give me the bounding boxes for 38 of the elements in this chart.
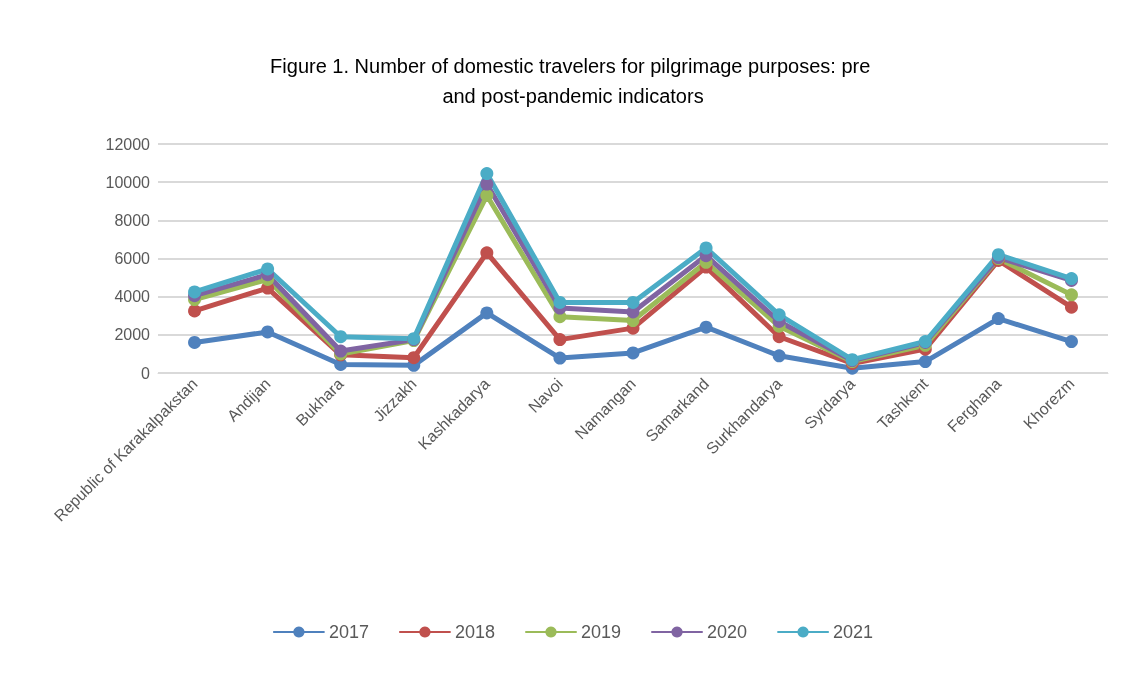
point <box>553 333 567 347</box>
point <box>407 351 421 365</box>
y-tick-label: 4000 <box>114 288 151 306</box>
point <box>1064 300 1078 314</box>
point <box>480 189 494 203</box>
y-tick-label: 2000 <box>114 326 151 344</box>
point <box>188 335 202 349</box>
y-tick-label: 0 <box>141 364 151 382</box>
point <box>626 295 640 309</box>
point <box>480 246 494 260</box>
point <box>918 355 932 369</box>
point <box>334 330 348 344</box>
point <box>1064 288 1078 302</box>
point <box>553 295 567 309</box>
point <box>772 308 786 322</box>
legend-label: 2019 <box>580 622 622 642</box>
point <box>188 285 202 299</box>
point <box>261 325 275 339</box>
point <box>261 262 275 276</box>
point <box>699 320 713 334</box>
point <box>991 312 1005 326</box>
legend-label: 2017 <box>328 622 369 642</box>
point <box>699 241 713 255</box>
y-tick-label: 10000 <box>105 173 151 191</box>
point <box>480 306 494 320</box>
y-tick-label: 12000 <box>105 135 151 153</box>
point <box>480 167 494 181</box>
point <box>188 304 202 318</box>
y-tick-label: 6000 <box>114 250 151 267</box>
legend-label: 2018 <box>454 622 495 642</box>
legend-label: 2020 <box>707 622 748 642</box>
legend-label: 2021 <box>833 622 874 642</box>
y-tick-label: 8000 <box>114 211 151 229</box>
chart-title: Figure 1. Number of domestic travelers for pilgrimage purposes: pre and post-pandemic indicators <box>270 55 876 107</box>
point <box>772 349 786 363</box>
point <box>1064 335 1078 349</box>
point <box>553 351 567 365</box>
point <box>626 346 640 360</box>
